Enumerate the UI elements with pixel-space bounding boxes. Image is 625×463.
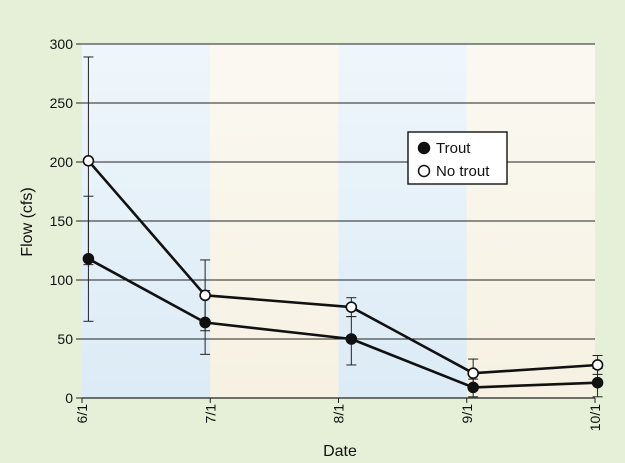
y-tick-label: 300	[50, 36, 74, 52]
x-tick-label: 10/1	[587, 404, 603, 431]
legend-marker-no-trout	[417, 164, 431, 178]
data-point-no-trout	[467, 367, 479, 380]
gridlines	[76, 43, 596, 403]
y-tick-label: 250	[50, 95, 74, 111]
legend-label-no-trout: No trout	[436, 163, 490, 180]
data-point-no-trout	[345, 301, 358, 313]
x-tick-label: 9/1	[459, 404, 475, 424]
x-tick-label: 6/1	[74, 404, 90, 424]
y-tick-label: 0	[65, 390, 73, 406]
x-tick-labels: 6/1 7/1 8/1 9/1 10/1	[74, 404, 603, 431]
y-tick-label: 50	[57, 331, 73, 347]
data-points	[82, 155, 604, 394]
data-point-trout	[591, 376, 604, 389]
y-tick-label: 150	[50, 213, 74, 229]
data-point-no-trout	[82, 155, 95, 167]
legend-label-trout: Trout	[436, 140, 471, 157]
data-point-trout	[199, 316, 211, 329]
y-tick-label: 100	[50, 272, 74, 288]
x-tick-label: 8/1	[331, 404, 347, 424]
data-point-trout	[82, 252, 95, 265]
x-axis-title: Date	[323, 443, 357, 460]
y-axis-title: Flow (cfs)	[19, 187, 36, 256]
legend-marker-trout	[417, 141, 431, 155]
y-tick-label: 200	[50, 154, 74, 170]
data-point-trout	[467, 381, 479, 394]
y-tick-labels: 0 50 100 150 200 250 300	[50, 36, 74, 406]
x-tick-label: 7/1	[202, 404, 218, 424]
data-point-trout	[345, 333, 358, 345]
data-point-no-trout	[591, 359, 604, 371]
legend: Trout No trout	[407, 131, 508, 185]
data-point-no-trout	[199, 289, 211, 302]
